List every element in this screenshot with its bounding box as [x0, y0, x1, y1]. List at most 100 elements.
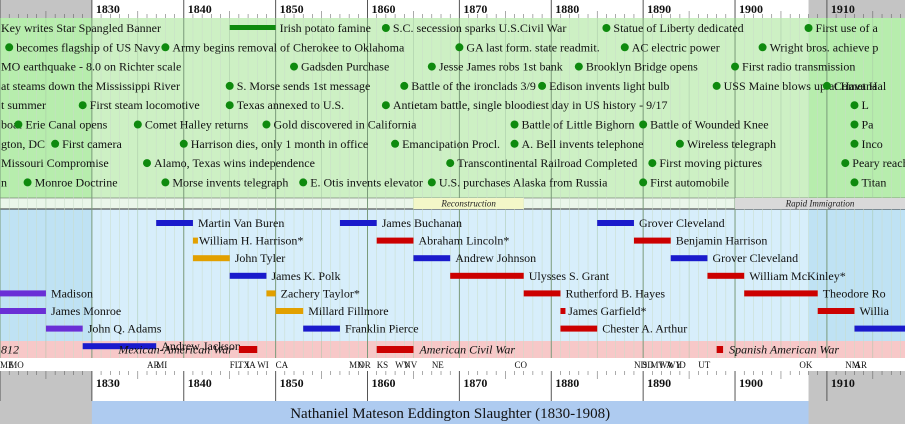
event-dot	[381, 101, 390, 110]
president-label: James K. Polk	[271, 269, 340, 283]
event-label: Battle of Little Bighorn	[522, 118, 635, 132]
event-dot	[648, 159, 657, 168]
event-label: Harrison dies, only 1 month in office	[191, 137, 368, 151]
event-dot	[78, 101, 87, 110]
caption-band	[91, 401, 809, 424]
president-label: Martin Van Buren	[198, 216, 284, 230]
event-dot	[381, 24, 390, 32]
state-label: ID	[676, 360, 686, 370]
president-label: Andrew Johnson	[455, 251, 536, 265]
president-label: Chester A. Arthur	[602, 322, 687, 336]
event-dot	[23, 178, 32, 187]
state-label: WY	[667, 360, 682, 370]
state-label: AR	[147, 360, 160, 370]
president-bar	[376, 237, 414, 244]
year-gridlines	[0, 0, 901, 401]
life-caption: Nathaniel Mateson Eddington Slaughter (1…	[290, 406, 610, 422]
president-label: Theodore Ro	[823, 286, 886, 300]
event-label: Wireless telegraph	[687, 137, 776, 151]
state-label: MO	[9, 360, 24, 370]
event-dot	[455, 43, 464, 52]
era-bar	[413, 198, 524, 209]
state-label: OR	[358, 360, 371, 370]
event-dot	[538, 81, 547, 90]
president-bar	[0, 308, 46, 314]
top-decade-label: 1830	[96, 2, 120, 16]
event-label: Texas annexed to U.S.	[237, 98, 344, 112]
bottom-decade-label: 1850	[280, 376, 304, 390]
event-label: Comet Halley returns	[145, 118, 249, 132]
presidents-section: Madison James Monroe John Q. Adams Andrew J…	[0, 216, 905, 353]
event-dot	[850, 120, 859, 129]
president-bar	[854, 325, 905, 332]
event-label: MO earthquake - 8.0 on Richter scale	[1, 60, 181, 74]
event-label: Edison invents light bulb	[549, 79, 669, 93]
event-label: becomes flagship of US Navy	[16, 40, 160, 54]
president-label: Grover Cleveland	[712, 251, 798, 265]
president-bar	[523, 290, 561, 297]
bottom-decade-label: 1860	[372, 376, 396, 390]
state-label: MI	[156, 360, 167, 370]
war-label: American Civil War	[418, 343, 515, 357]
event-label: Jesse James robs 1st bank	[439, 60, 563, 74]
event-dot	[850, 101, 859, 110]
event-dot	[712, 81, 721, 90]
president-bar	[192, 255, 230, 262]
president-label: Ulysses S. Grant	[529, 269, 610, 283]
event-label: Peary reach	[852, 156, 905, 170]
state-label: WI	[257, 360, 269, 370]
events-band	[0, 18, 905, 198]
state-label: CO	[515, 360, 528, 370]
eras-band: Reconstruction Rapid Immigration	[413, 198, 905, 209]
top-decade-label: 1880	[555, 2, 579, 16]
state-label: WV	[395, 360, 410, 370]
event-label: Battle of the ironclads 3/9	[411, 79, 536, 93]
president-label: Franklin Pierce	[345, 322, 419, 336]
event-label: First moving pictures	[659, 156, 762, 170]
event-label: Inco	[861, 137, 882, 151]
president-label: Millard Fillmore	[308, 304, 388, 318]
state-label: NE	[432, 360, 444, 370]
president-bar	[597, 220, 634, 226]
state-label: MT	[650, 360, 664, 370]
event-label: U.S. purchases Alaska from Russia	[439, 175, 608, 189]
president-bar	[744, 290, 818, 297]
event-label: First automobile	[650, 175, 729, 189]
bottom-decade-label: 1830	[96, 376, 120, 390]
war-label: Mexican-American War	[117, 343, 233, 357]
president-label: James Garfield*	[568, 304, 646, 318]
president-label: Abraham Lincoln*	[418, 234, 509, 248]
event-dot	[804, 24, 813, 32]
event-label: Battle of Wounded Knee	[650, 118, 768, 132]
event-label: Alamo, Texas wins independence	[154, 156, 315, 170]
top-decade-label: 1850	[280, 2, 304, 16]
event-dot	[400, 81, 409, 90]
top-decade-label: 1860	[372, 2, 396, 16]
president-label: Grover Cleveland	[639, 216, 725, 230]
event-dot	[446, 159, 455, 168]
top-axis-life	[91, 0, 809, 18]
era-bar	[735, 198, 905, 209]
event-dot	[510, 120, 519, 129]
event-label: First use of a	[816, 21, 879, 35]
president-label: John Q. Adams	[88, 322, 162, 336]
president-bar	[560, 308, 566, 314]
president-label: John Tyler	[235, 251, 286, 265]
event-label: Morse invents telegraph	[172, 175, 288, 189]
event-label: First steam locomotive	[90, 98, 200, 112]
war-label: Spanish American War	[729, 343, 839, 357]
event-label: First radio transmission	[742, 60, 855, 74]
event-dot	[262, 120, 271, 129]
event-dot	[290, 62, 299, 71]
president-label: Willia	[859, 304, 889, 318]
event-dot	[5, 43, 14, 52]
president-bar	[633, 237, 671, 244]
event-dot	[639, 178, 648, 187]
event-label: Statue of Liberty dedicated	[613, 21, 743, 35]
event-label: Emancipation Procl.	[402, 137, 500, 151]
event-dot	[51, 139, 60, 148]
event-label: Key writes Star Spangled Banner	[1, 21, 161, 35]
president-bar	[707, 272, 745, 279]
